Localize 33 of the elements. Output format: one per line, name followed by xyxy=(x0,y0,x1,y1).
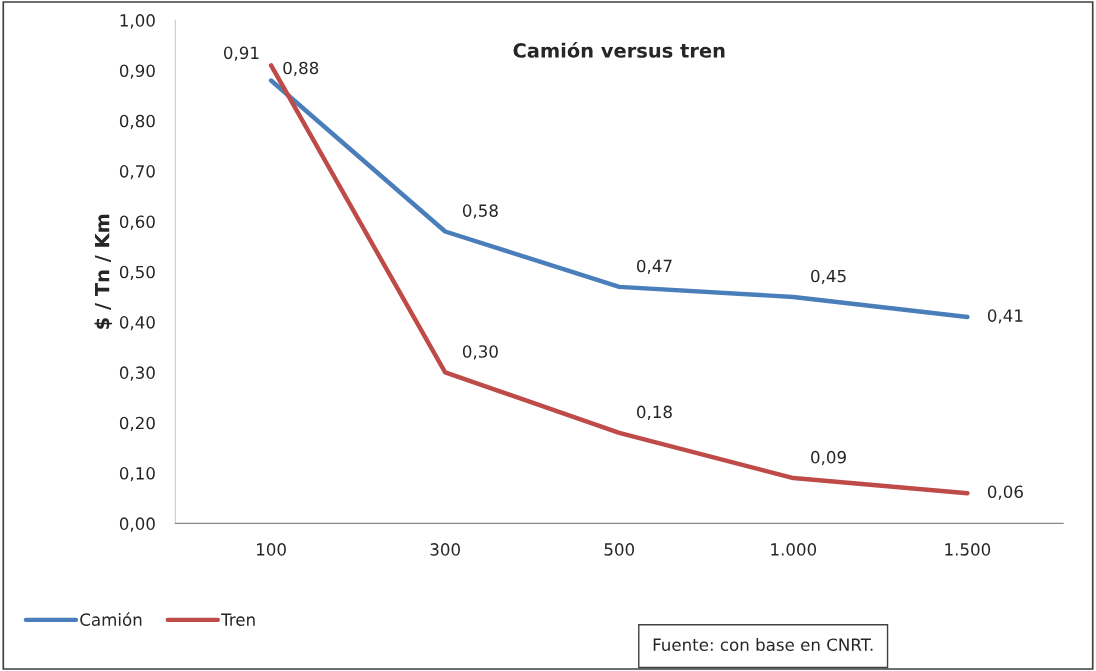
y-tick-label: 0,90 xyxy=(119,64,155,79)
line-series xyxy=(268,63,970,496)
source-note: Fuente: con base en CNRT. xyxy=(653,638,873,651)
data-label: 0,88 xyxy=(283,61,319,76)
y-tick-label: 0,00 xyxy=(119,517,155,532)
y-tick-label: 0,10 xyxy=(119,467,155,482)
x-tick-label: 300 xyxy=(430,543,460,556)
data-label: 0,09 xyxy=(811,450,846,466)
y-tick-label: 0,70 xyxy=(119,165,155,180)
legend-label: Tren xyxy=(221,613,255,626)
data-label: 0,58 xyxy=(462,204,498,219)
data-label: 0,06 xyxy=(987,485,1023,500)
y-tick-label: 1,00 xyxy=(120,14,155,29)
data-label: 0,30 xyxy=(462,345,498,360)
x-tick-label: 1.500 xyxy=(945,543,991,556)
line-series xyxy=(268,78,970,320)
data-label: 0,47 xyxy=(637,259,672,274)
data-label: 0,18 xyxy=(637,405,672,420)
y-tick-label: 0,50 xyxy=(119,265,155,281)
x-tick-label: 1.000 xyxy=(771,543,817,556)
text: Camión versus tren xyxy=(513,42,725,58)
legend-label: Camión xyxy=(80,612,142,626)
x-tick-label: 500 xyxy=(604,543,635,556)
y-tick-label: 0,30 xyxy=(119,366,155,381)
y-axis-title: $ / Tn / Km xyxy=(94,214,113,329)
data-label: 0,91 xyxy=(223,46,259,61)
x-tick-label: 100 xyxy=(257,543,286,556)
y-tick-label: 0,80 xyxy=(119,114,155,130)
y-tick-label: 0,20 xyxy=(119,416,155,431)
data-label: 0,45 xyxy=(811,269,846,285)
y-tick-label: 0,60 xyxy=(119,215,155,230)
data-label: 0,41 xyxy=(987,309,1023,324)
y-tick-label: 0,40 xyxy=(119,316,155,331)
